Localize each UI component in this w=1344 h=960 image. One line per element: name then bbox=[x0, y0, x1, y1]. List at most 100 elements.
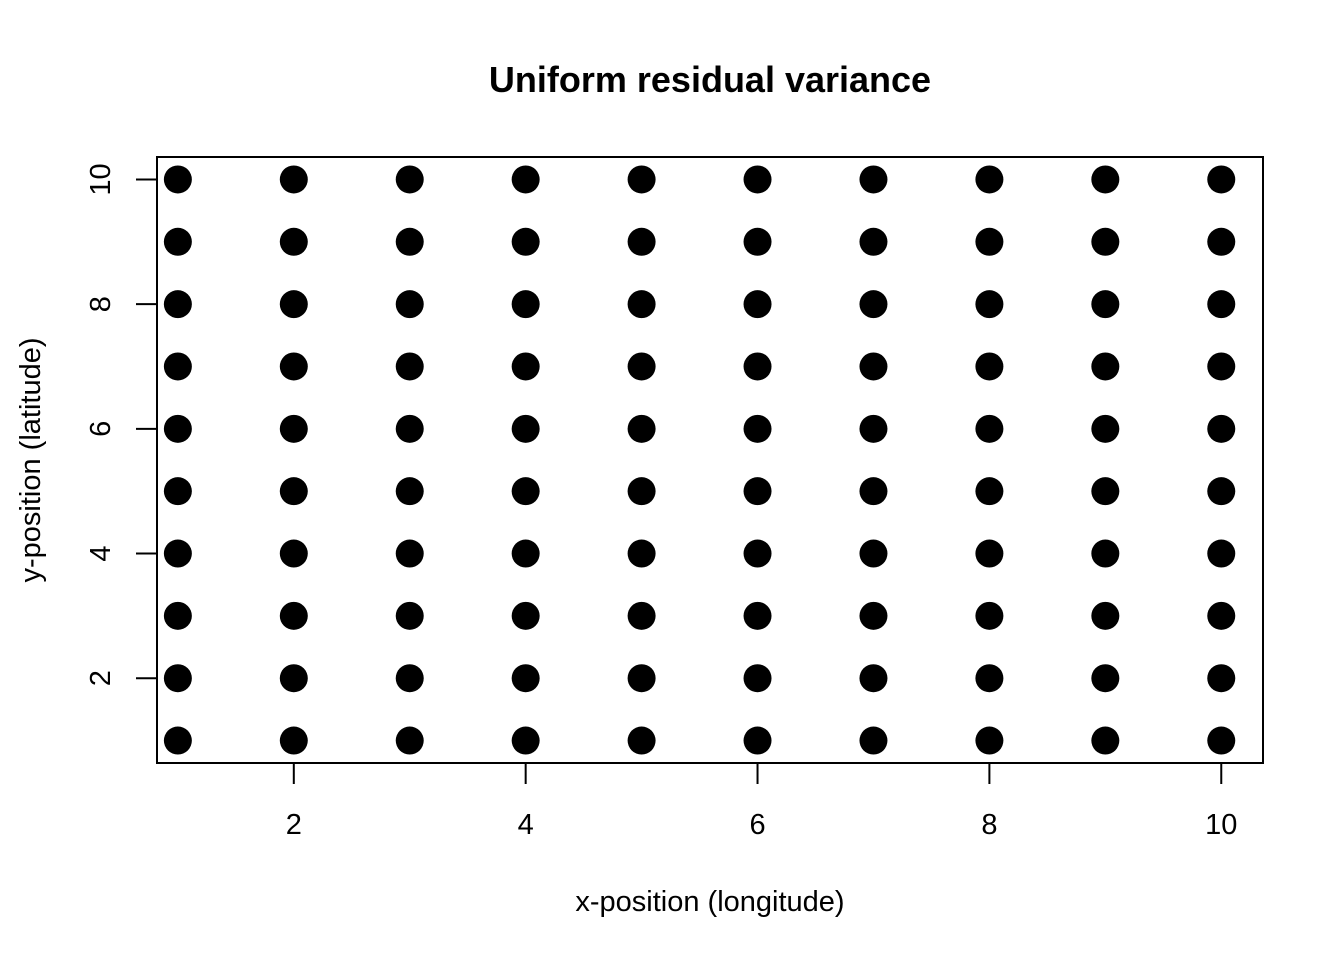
data-point bbox=[279, 227, 308, 256]
x-axis-label: x-position (longitude) bbox=[575, 886, 844, 918]
data-point bbox=[279, 726, 308, 755]
data-point bbox=[627, 165, 656, 194]
data-point bbox=[163, 664, 192, 693]
data-point bbox=[511, 227, 540, 256]
data-point bbox=[859, 414, 888, 443]
data-point bbox=[1091, 290, 1120, 319]
data-point bbox=[1207, 539, 1236, 568]
data-point bbox=[627, 352, 656, 381]
y-axis-label: y-position (latitude) bbox=[15, 338, 47, 583]
data-point bbox=[395, 477, 424, 506]
data-point bbox=[279, 664, 308, 693]
y-tick-label: 10 bbox=[85, 163, 117, 195]
x-tick-label: 6 bbox=[749, 809, 765, 841]
data-point bbox=[1207, 227, 1236, 256]
data-point bbox=[975, 290, 1004, 319]
data-point bbox=[743, 227, 772, 256]
data-point bbox=[975, 477, 1004, 506]
x-axis: 2 4 6 8 10 bbox=[286, 763, 1237, 841]
data-point bbox=[627, 664, 656, 693]
data-point bbox=[975, 352, 1004, 381]
y-axis: 2 4 6 8 10 bbox=[85, 163, 157, 686]
data-point bbox=[279, 477, 308, 506]
data-point bbox=[1091, 601, 1120, 630]
data-point bbox=[279, 414, 308, 443]
data-point bbox=[511, 414, 540, 443]
data-point bbox=[395, 227, 424, 256]
data-point bbox=[743, 477, 772, 506]
data-point bbox=[627, 477, 656, 506]
data-point bbox=[163, 601, 192, 630]
data-point bbox=[1091, 165, 1120, 194]
data-point bbox=[279, 352, 308, 381]
data-point bbox=[627, 290, 656, 319]
data-point bbox=[743, 290, 772, 319]
data-point bbox=[395, 165, 424, 194]
data-point bbox=[859, 726, 888, 755]
data-point bbox=[859, 601, 888, 630]
data-point bbox=[163, 165, 192, 194]
y-tick-label: 6 bbox=[85, 421, 117, 437]
data-point bbox=[743, 726, 772, 755]
data-point bbox=[1207, 352, 1236, 381]
data-point bbox=[395, 352, 424, 381]
data-point bbox=[163, 414, 192, 443]
data-point bbox=[163, 352, 192, 381]
data-point bbox=[395, 414, 424, 443]
data-point bbox=[743, 539, 772, 568]
data-point bbox=[395, 290, 424, 319]
data-point bbox=[1207, 664, 1236, 693]
data-point bbox=[395, 539, 424, 568]
y-tick-label: 4 bbox=[85, 545, 117, 561]
data-point bbox=[627, 227, 656, 256]
data-point bbox=[1091, 352, 1120, 381]
data-point bbox=[859, 227, 888, 256]
data-point bbox=[1091, 477, 1120, 506]
data-point bbox=[163, 227, 192, 256]
data-point bbox=[279, 539, 308, 568]
data-point bbox=[511, 477, 540, 506]
data-point bbox=[743, 601, 772, 630]
data-point bbox=[395, 601, 424, 630]
data-point bbox=[279, 165, 308, 194]
data-point bbox=[1207, 726, 1236, 755]
data-point bbox=[511, 290, 540, 319]
data-point bbox=[743, 664, 772, 693]
data-point bbox=[511, 726, 540, 755]
data-point bbox=[627, 414, 656, 443]
data-point bbox=[975, 664, 1004, 693]
data-point bbox=[1091, 726, 1120, 755]
data-point bbox=[511, 165, 540, 194]
data-point bbox=[511, 601, 540, 630]
data-point bbox=[163, 290, 192, 319]
data-point bbox=[511, 352, 540, 381]
data-point bbox=[627, 601, 656, 630]
x-tick-label: 8 bbox=[981, 809, 997, 841]
data-point bbox=[1091, 539, 1120, 568]
data-point bbox=[859, 165, 888, 194]
data-point bbox=[627, 726, 656, 755]
y-tick-label: 2 bbox=[85, 670, 117, 686]
data-point bbox=[1207, 601, 1236, 630]
data-point bbox=[279, 601, 308, 630]
data-point bbox=[163, 477, 192, 506]
x-tick-label: 2 bbox=[286, 809, 302, 841]
data-point bbox=[975, 227, 1004, 256]
data-points bbox=[163, 165, 1236, 755]
data-point bbox=[163, 539, 192, 568]
data-point bbox=[1207, 290, 1236, 319]
data-point bbox=[743, 352, 772, 381]
data-point bbox=[1091, 664, 1120, 693]
data-point bbox=[859, 352, 888, 381]
plot-frame bbox=[156, 156, 1264, 764]
data-point bbox=[859, 477, 888, 506]
data-point bbox=[975, 539, 1004, 568]
data-point bbox=[859, 664, 888, 693]
data-point bbox=[1207, 414, 1236, 443]
data-point bbox=[511, 539, 540, 568]
data-point bbox=[743, 414, 772, 443]
data-point bbox=[1091, 414, 1120, 443]
x-tick-label: 10 bbox=[1205, 809, 1237, 841]
data-point bbox=[975, 601, 1004, 630]
data-point bbox=[975, 726, 1004, 755]
